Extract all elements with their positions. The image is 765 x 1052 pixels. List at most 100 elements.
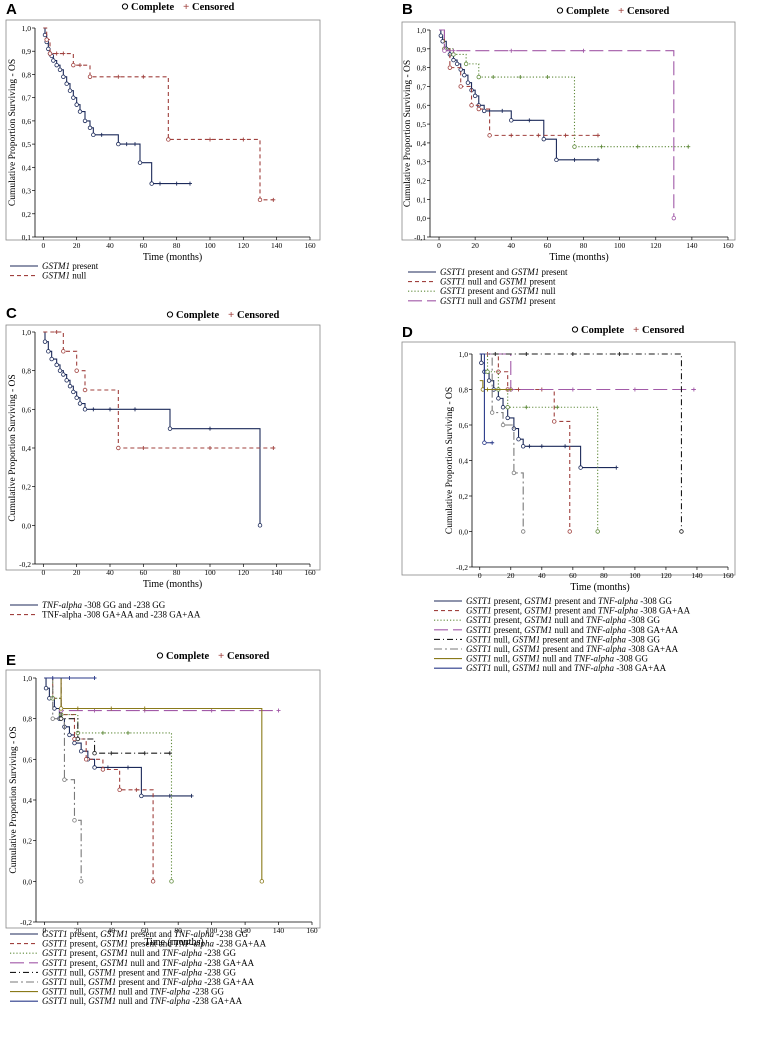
series-line-5 <box>44 677 170 754</box>
censored-point <box>99 132 104 137</box>
complete-point <box>77 109 83 114</box>
censored-marker-icon: + <box>228 309 234 321</box>
censored-point <box>105 765 110 770</box>
complete-marker-icon <box>156 652 164 659</box>
censored-point <box>167 751 172 756</box>
censored-point <box>518 75 523 80</box>
complete-point <box>72 740 77 746</box>
series-line-2 <box>44 677 154 882</box>
complete-point <box>61 349 66 354</box>
x-tick-label: 40 <box>508 241 516 250</box>
x-axis-label: Time (months) <box>143 252 202 263</box>
y-tick-label: 0,3 <box>417 158 427 167</box>
censored-point <box>61 51 66 56</box>
y-tick-label: 0,8 <box>23 715 33 724</box>
censored-point <box>67 676 72 680</box>
x-tick-label: 120 <box>238 241 250 250</box>
censored-marker-icon: + <box>618 5 624 17</box>
censored-point <box>491 75 496 80</box>
x-tick-label: 120 <box>239 926 251 935</box>
censored-marker-icon: + <box>183 1 189 13</box>
censored-point <box>614 465 619 470</box>
complete-point <box>454 61 460 67</box>
censored-point <box>158 181 162 186</box>
x-tick-label: 140 <box>271 241 283 250</box>
censored-point <box>581 48 586 53</box>
legend-label-6: GSTT1 null, GSTM1 present and TNF-alpha … <box>466 644 679 654</box>
censored-point <box>109 751 114 756</box>
series-line-8 <box>479 353 493 444</box>
censored-point <box>570 387 575 392</box>
complete-point <box>139 793 144 799</box>
complete-point <box>100 767 106 772</box>
marker-key: Complete + Censored <box>571 324 685 336</box>
censored-point <box>509 133 514 138</box>
complete-point <box>500 405 506 410</box>
x-tick-label: 20 <box>471 241 479 250</box>
censored-point <box>124 142 129 147</box>
chart-frame <box>5 19 321 241</box>
panel-label: B <box>402 1 413 18</box>
censored-point <box>508 387 513 392</box>
complete-point <box>671 215 677 221</box>
complete-point <box>485 369 490 374</box>
y-tick-label: 0,3 <box>22 187 32 196</box>
complete-point <box>572 144 577 149</box>
y-tick-label: 0,6 <box>23 755 33 764</box>
complete-point <box>567 529 572 534</box>
censored-point <box>595 133 600 138</box>
censored-point <box>142 751 147 756</box>
y-tick-label: 0,6 <box>459 421 469 430</box>
x-tick-label: 160 <box>304 241 316 250</box>
censored-point <box>75 706 80 711</box>
complete-point <box>54 62 59 68</box>
complete-point <box>438 33 444 38</box>
censored-point <box>539 444 544 449</box>
complete-point <box>67 383 73 389</box>
censored-point <box>100 730 105 735</box>
y-tick-label: 1,0 <box>417 26 427 35</box>
complete-point <box>71 389 76 395</box>
complete-point <box>679 529 684 534</box>
censored-point <box>108 407 112 412</box>
censored-point <box>516 387 521 392</box>
complete-point <box>442 48 447 53</box>
complete-point <box>595 529 600 534</box>
complete-legend-label: Complete <box>581 325 624 336</box>
x-tick-label: 140 <box>691 571 703 580</box>
x-tick-label: 20 <box>74 926 82 935</box>
complete-point <box>541 136 546 142</box>
censored-point <box>563 133 568 138</box>
complete-point <box>71 95 76 100</box>
x-tick-label: 0 <box>478 571 482 580</box>
y-tick-label: 0,6 <box>22 405 32 414</box>
series-line-7 <box>44 677 263 882</box>
complete-point <box>44 37 49 42</box>
censored-point <box>686 144 691 149</box>
censored-point <box>485 387 490 392</box>
y-tick-label: 0,9 <box>22 47 32 56</box>
complete-point <box>72 818 77 823</box>
censored-point <box>691 387 696 392</box>
censored-point <box>167 793 172 798</box>
x-tick-label: 100 <box>206 926 218 935</box>
censored-point <box>617 352 622 356</box>
complete-point <box>92 751 97 756</box>
x-tick-label: 20 <box>507 571 515 580</box>
x-tick-label: 60 <box>141 926 149 935</box>
series-line-3 <box>479 353 599 532</box>
complete-point <box>552 419 557 424</box>
censored-point <box>451 48 456 53</box>
complete-point <box>521 529 526 534</box>
legend-label-8: GSTT1 null, GSTM1 null and TNF-alpha -30… <box>466 663 667 673</box>
complete-point <box>487 133 492 138</box>
y-tick-label: 1,0 <box>22 328 32 337</box>
x-tick-label: 40 <box>108 926 116 935</box>
series-line-2 <box>43 331 274 449</box>
x-tick-label: 0 <box>41 568 45 577</box>
complete-point <box>447 65 453 70</box>
censored-point <box>208 137 212 142</box>
x-tick-label: 160 <box>722 571 734 580</box>
complete-point <box>87 74 93 79</box>
complete-point <box>49 356 54 362</box>
